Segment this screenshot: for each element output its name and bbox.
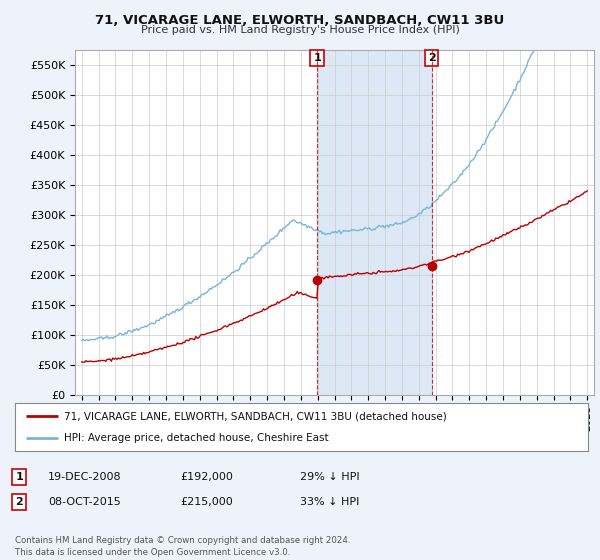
Text: Contains HM Land Registry data © Crown copyright and database right 2024.
This d: Contains HM Land Registry data © Crown c… <box>15 536 350 557</box>
Text: 1: 1 <box>16 472 23 482</box>
Text: 29% ↓ HPI: 29% ↓ HPI <box>300 472 359 482</box>
Bar <box>317 50 432 395</box>
Text: 33% ↓ HPI: 33% ↓ HPI <box>300 497 359 507</box>
Text: Price paid vs. HM Land Registry's House Price Index (HPI): Price paid vs. HM Land Registry's House … <box>140 25 460 35</box>
Text: 2: 2 <box>428 53 436 63</box>
Text: £215,000: £215,000 <box>180 497 233 507</box>
Text: HPI: Average price, detached house, Cheshire East: HPI: Average price, detached house, Ches… <box>64 433 328 443</box>
Text: 19-DEC-2008: 19-DEC-2008 <box>48 472 122 482</box>
Text: 2: 2 <box>16 497 23 507</box>
Text: 08-OCT-2015: 08-OCT-2015 <box>48 497 121 507</box>
Text: 71, VICARAGE LANE, ELWORTH, SANDBACH, CW11 3BU (detached house): 71, VICARAGE LANE, ELWORTH, SANDBACH, CW… <box>64 411 446 421</box>
Text: £192,000: £192,000 <box>180 472 233 482</box>
Text: 71, VICARAGE LANE, ELWORTH, SANDBACH, CW11 3BU: 71, VICARAGE LANE, ELWORTH, SANDBACH, CW… <box>95 14 505 27</box>
Text: 1: 1 <box>313 53 321 63</box>
